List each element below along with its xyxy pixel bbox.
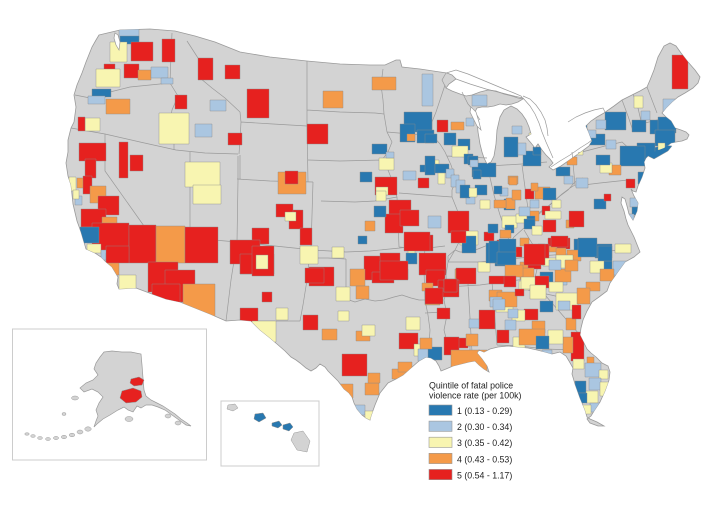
- svg-text:4 (0.43 - 0.53): 4 (0.43 - 0.53): [457, 454, 512, 464]
- svg-text:Quintile of fatal police: Quintile of fatal police: [429, 381, 513, 391]
- svg-text:violence rate (per 100k): violence rate (per 100k): [429, 391, 521, 401]
- svg-text:3 (0.35 - 0.42): 3 (0.35 - 0.42): [457, 438, 512, 448]
- svg-text:2 (0.30 - 0.34): 2 (0.30 - 0.34): [457, 422, 512, 432]
- svg-text:1 (0.13 - 0.29): 1 (0.13 - 0.29): [457, 406, 512, 416]
- svg-text:5 (0.54 - 1.17): 5 (0.54 - 1.17): [457, 470, 512, 480]
